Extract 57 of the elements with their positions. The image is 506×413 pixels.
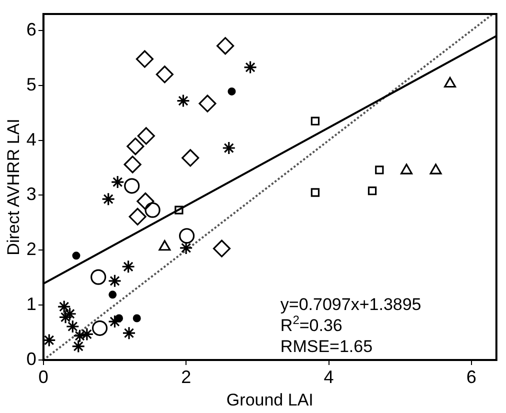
point bbox=[92, 320, 108, 336]
y-tick-label: 1 bbox=[26, 294, 36, 314]
point bbox=[430, 164, 442, 174]
point bbox=[136, 192, 154, 210]
point bbox=[212, 240, 231, 258]
point bbox=[375, 166, 384, 174]
point bbox=[243, 60, 258, 74]
point bbox=[158, 240, 171, 251]
point bbox=[222, 141, 236, 155]
point bbox=[174, 206, 184, 214]
x-tick-label: 4 bbox=[324, 366, 334, 387]
point bbox=[72, 339, 86, 354]
point bbox=[310, 188, 320, 197]
point bbox=[126, 138, 144, 156]
point bbox=[108, 274, 122, 288]
point bbox=[80, 327, 94, 341]
point bbox=[310, 116, 320, 126]
point bbox=[57, 300, 71, 314]
point bbox=[128, 208, 146, 226]
point bbox=[90, 269, 106, 285]
point bbox=[144, 202, 160, 218]
point bbox=[156, 66, 174, 84]
y-tick-label: 6 bbox=[26, 19, 36, 40]
y-tick-label: 2 bbox=[26, 239, 36, 260]
point bbox=[368, 186, 377, 196]
point bbox=[122, 326, 136, 340]
point bbox=[72, 329, 87, 343]
point bbox=[63, 307, 77, 321]
point bbox=[444, 76, 456, 88]
point bbox=[102, 192, 116, 206]
point bbox=[198, 94, 216, 112]
annotation: RMSE=1.65 bbox=[280, 337, 373, 356]
y-axis-title: Direct AVHRR LAI bbox=[4, 118, 23, 256]
point bbox=[179, 228, 195, 244]
point bbox=[110, 175, 124, 189]
point bbox=[58, 310, 72, 324]
point bbox=[137, 127, 155, 145]
point bbox=[400, 164, 413, 174]
annotation: y=0.7097x+1.3895 bbox=[280, 295, 422, 314]
y-tick-label: 3 bbox=[26, 184, 36, 204]
point bbox=[66, 320, 80, 334]
point bbox=[108, 314, 122, 328]
point bbox=[124, 178, 140, 194]
point bbox=[136, 50, 154, 68]
point bbox=[43, 333, 56, 348]
x-tick-label: 2 bbox=[181, 366, 192, 387]
y-tick-label: 0 bbox=[26, 348, 36, 369]
point bbox=[124, 156, 142, 174]
point bbox=[176, 94, 190, 108]
y-tick-label: 4 bbox=[26, 129, 36, 150]
point bbox=[182, 149, 200, 167]
point bbox=[216, 37, 234, 55]
y-tick-label: 5 bbox=[26, 74, 36, 94]
point bbox=[179, 241, 193, 255]
x-axis-title: Ground LAI bbox=[226, 390, 314, 410]
x-tick-label: 6 bbox=[466, 366, 476, 387]
point bbox=[122, 260, 136, 274]
